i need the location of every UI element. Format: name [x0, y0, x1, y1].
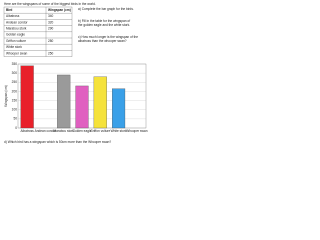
table-value: 280 — [48, 39, 54, 43]
y-tick-label: 300 — [12, 71, 18, 75]
table-bird: Albatross — [6, 14, 20, 18]
table-bird: Marabou stork — [6, 27, 27, 31]
y-tick-label: 150 — [12, 98, 18, 102]
question: c) How much longer is the wingspan of th… — [78, 35, 138, 43]
y-tick-label: 0 — [15, 126, 17, 130]
table-bird: Golden eagle — [6, 33, 25, 37]
table-bird: Whooper swan — [6, 51, 27, 55]
worksheet: Here are the wingspans of some of the bi… — [0, 0, 150, 150]
bar — [20, 65, 34, 129]
table-value: 340 — [48, 14, 54, 18]
intro: Here are the wingspans of some of the bi… — [4, 2, 96, 6]
table-value: 320 — [48, 20, 54, 24]
x-tick-label: Golden eagle — [73, 129, 92, 133]
x-tick-label: White stork — [111, 129, 127, 133]
table-bird: Andean condor — [6, 20, 29, 24]
table-value: 250 — [48, 51, 54, 55]
y-tick-label: 350 — [12, 62, 18, 66]
y-tick-label: 50 — [13, 117, 17, 121]
bar — [75, 85, 89, 129]
y-tick-label: 200 — [12, 89, 18, 93]
x-tick-label: Andean condor — [35, 129, 58, 133]
question: b) Fill in the table for the wingspan of… — [78, 19, 130, 27]
table-value: 290 — [48, 27, 54, 31]
x-tick-label: Marabou stork — [54, 129, 75, 133]
x-tick-label: Albatross — [20, 129, 34, 133]
y-axis-label: Wingspan (cm) — [4, 85, 8, 106]
table-bird: White stork — [6, 45, 22, 49]
x-tick-label: Whooper swan — [126, 129, 147, 133]
bar — [57, 74, 71, 129]
table-header: Wingspan (cm) — [48, 8, 71, 12]
table-header: Bird — [6, 8, 12, 12]
bar — [93, 76, 107, 129]
y-tick-label: 250 — [12, 80, 18, 84]
x-tick-label: Griffon vulture — [90, 129, 110, 133]
y-tick-label: 100 — [12, 108, 18, 112]
question: d) Which bird has a wingspan which is 50… — [4, 140, 111, 144]
bar — [112, 88, 126, 129]
question: a) Complete the bar graph for the birds. — [78, 7, 134, 11]
table-bird: Griffon vulture — [6, 39, 26, 43]
